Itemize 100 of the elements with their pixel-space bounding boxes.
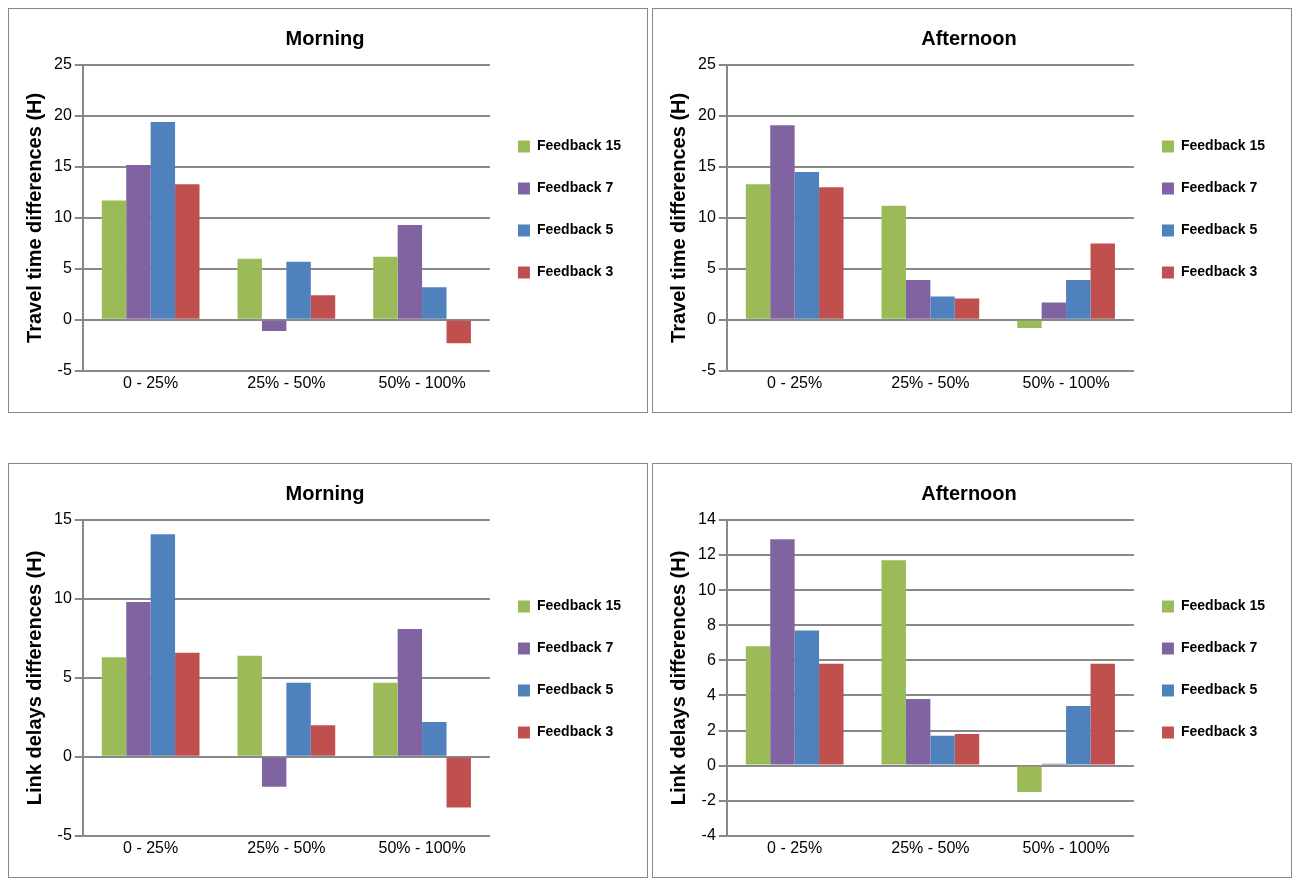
y-tick-label: 5: [62, 668, 72, 686]
bar: [1066, 705, 1091, 765]
y-tick-label: 25: [698, 55, 716, 73]
bar: [770, 539, 795, 765]
x-tick-label: 25% - 50%: [891, 838, 970, 856]
bar: [745, 646, 771, 765]
chart-title: Afternoon: [921, 26, 1017, 49]
bar: [819, 187, 844, 319]
y-tick-label: 5: [706, 259, 716, 277]
bar: [1090, 663, 1115, 765]
bar: [881, 205, 906, 319]
bar: [150, 122, 176, 319]
bar: [126, 164, 151, 319]
y-tick-label: -2: [701, 791, 716, 809]
bar: [745, 184, 771, 319]
y-tick-label: -5: [57, 361, 72, 379]
y-tick-label: 4: [706, 685, 716, 703]
bar: [175, 184, 200, 319]
legend-label: Feedback 7: [536, 639, 614, 656]
y-tick-label: -4: [701, 826, 716, 844]
chart-title: Morning: [285, 481, 365, 504]
legend-label: Feedback 5: [1180, 681, 1258, 698]
chart-title: Afternoon: [921, 481, 1017, 504]
bar: [373, 682, 398, 756]
bar: [373, 256, 398, 319]
y-tick-label: 10: [54, 589, 72, 607]
bar: [905, 698, 931, 765]
y-tick-label: 0: [706, 310, 716, 328]
bar: [310, 725, 336, 756]
bar: [770, 125, 795, 319]
x-tick-label: 25% - 50%: [247, 373, 326, 391]
bar: [286, 261, 311, 319]
y-tick-label: 0: [706, 756, 716, 774]
bar: [794, 630, 820, 765]
bar: [794, 172, 820, 319]
y-tick-label: 6: [706, 650, 716, 668]
y-tick-label: -5: [701, 361, 716, 379]
bar: [954, 298, 980, 319]
bar: [261, 320, 287, 332]
bar: [237, 258, 262, 319]
y-tick-label: -5: [57, 826, 72, 844]
legend-label: Feedback 3: [536, 723, 614, 740]
x-tick-label: 0 - 25%: [123, 373, 179, 391]
legend-label: Feedback 5: [1180, 221, 1258, 238]
bar: [422, 287, 447, 319]
bar: [1041, 302, 1067, 319]
y-tick-label: 15: [698, 157, 716, 175]
y-axis-title: Link delays differences (H): [666, 550, 689, 806]
legend-label: Feedback 15: [1180, 597, 1266, 614]
bar: [261, 757, 287, 787]
bar: [905, 280, 931, 319]
y-tick-label: 10: [698, 580, 716, 598]
bar: [446, 757, 471, 808]
bar: [881, 560, 906, 765]
bar: [1017, 320, 1042, 328]
y-tick-label: 8: [706, 615, 716, 633]
legend-label: Feedback 7: [536, 179, 614, 196]
x-tick-label: 0 - 25%: [123, 838, 179, 856]
bar: [150, 534, 176, 756]
legend-label: Feedback 15: [536, 137, 622, 154]
legend-label: Feedback 7: [1180, 179, 1258, 196]
y-axis-title: Travel time differences (H): [666, 92, 689, 343]
bar: [930, 296, 955, 319]
legend-label: Feedback 3: [536, 263, 614, 280]
bar: [446, 320, 471, 344]
x-tick-label: 50% - 100%: [378, 838, 466, 856]
y-axis-title: Travel time differences (H): [22, 92, 45, 343]
bar: [954, 734, 980, 765]
legend-label: Feedback 7: [1180, 639, 1258, 656]
legend-label: Feedback 5: [536, 221, 614, 238]
bar: [101, 657, 127, 756]
bar: [930, 735, 955, 765]
x-tick-label: 25% - 50%: [891, 373, 970, 391]
x-tick-label: 50% - 100%: [1022, 373, 1110, 391]
bar: [1017, 766, 1042, 792]
legend-label: Feedback 15: [536, 597, 622, 614]
x-tick-label: 0 - 25%: [767, 838, 823, 856]
bar: [397, 225, 423, 319]
bar: [397, 628, 423, 756]
y-tick-label: 0: [62, 310, 72, 328]
bar: [286, 682, 311, 756]
y-tick-label: 20: [54, 106, 72, 124]
legend-label: Feedback 3: [1180, 723, 1258, 740]
bar: [310, 295, 336, 319]
y-tick-label: 0: [62, 747, 72, 765]
bar: [422, 722, 447, 756]
legend-label: Feedback 3: [1180, 263, 1258, 280]
y-tick-label: 15: [54, 157, 72, 175]
legend-label: Feedback 15: [1180, 137, 1266, 154]
x-tick-label: 25% - 50%: [247, 838, 326, 856]
bar: [175, 652, 200, 756]
x-tick-label: 0 - 25%: [767, 373, 823, 391]
bar: [126, 602, 151, 756]
bar: [819, 663, 844, 765]
chart-title: Morning: [285, 26, 365, 49]
y-axis-title: Link delays differences (H): [22, 550, 45, 806]
bar: [1066, 280, 1091, 319]
y-tick-label: 12: [698, 545, 716, 563]
y-tick-label: 20: [698, 106, 716, 124]
x-tick-label: 50% - 100%: [1022, 838, 1110, 856]
